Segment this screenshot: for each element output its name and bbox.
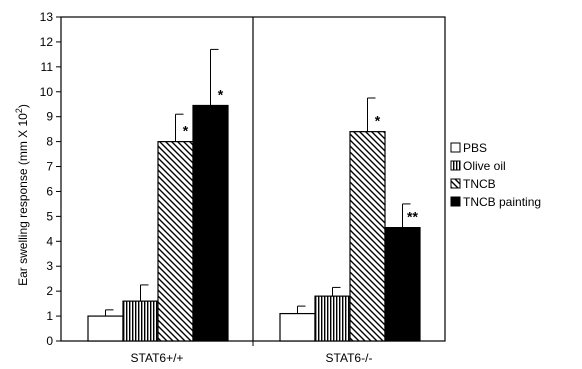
- bar: [122, 300, 159, 342]
- x-category-label: STAT6-/-: [326, 351, 373, 365]
- y-tick-label: 13: [40, 10, 54, 24]
- y-tick-label: 4: [46, 234, 53, 248]
- legend-swatch: [450, 142, 461, 153]
- bar: [384, 227, 421, 342]
- y-axis-title: Ear swelling response (mm X 102): [14, 104, 30, 286]
- significance-annotation: *: [375, 113, 381, 129]
- legend: PBS Olive oil TNCB TNCB painting: [450, 141, 541, 209]
- y-tick-label: 0: [46, 334, 53, 348]
- svg-text:Ear swelling response (mm X 10: Ear swelling response (mm X 102): [14, 104, 30, 286]
- y-tick-label: 8: [46, 135, 53, 149]
- legend-label: Olive oil: [463, 159, 506, 173]
- y-axis-title-end: ): [16, 104, 30, 108]
- legend-swatch: [450, 160, 461, 171]
- legend-label: TNCB painting: [463, 195, 541, 209]
- legend-swatch: [450, 196, 461, 207]
- legend-label: TNCB: [463, 177, 496, 191]
- y-tick-label: 2: [46, 284, 53, 298]
- x-category-label: STAT6+/+: [131, 351, 184, 365]
- significance-annotation: *: [218, 86, 224, 102]
- bar: [87, 315, 124, 342]
- y-tick-label: 6: [46, 184, 53, 198]
- y-tick-label: 10: [40, 85, 54, 99]
- y-axis-title-main: Ear swelling response (mm X 10: [16, 113, 30, 286]
- legend-swatch: [450, 178, 461, 189]
- y-tick-label: 7: [46, 160, 53, 174]
- y-tick-label: 1: [46, 309, 53, 323]
- bar: [192, 104, 229, 342]
- bar: [279, 312, 316, 342]
- y-tick-label: 5: [46, 209, 53, 223]
- bar: [157, 141, 194, 342]
- y-tick-label: 9: [46, 110, 53, 124]
- legend-label: PBS: [463, 141, 487, 155]
- bar: [349, 131, 386, 342]
- significance-annotation: **: [407, 209, 418, 225]
- y-tick-label: 12: [40, 35, 54, 49]
- y-tick-label: 11: [41, 60, 54, 74]
- y-tick-label: 3: [46, 259, 53, 273]
- significance-annotation: *: [183, 123, 189, 139]
- bar: [314, 295, 351, 342]
- y-axis-title-sup: 2: [14, 108, 24, 113]
